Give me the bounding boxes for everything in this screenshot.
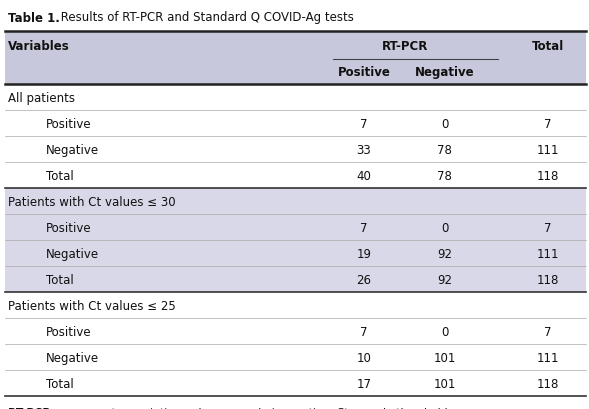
Text: 17: 17 [356, 377, 372, 389]
Text: Negative: Negative [46, 247, 99, 260]
Text: 118: 118 [537, 377, 559, 389]
Text: Patients with Ct values ≤ 25: Patients with Ct values ≤ 25 [8, 299, 176, 312]
Text: 78: 78 [437, 169, 452, 182]
Text: 7: 7 [544, 117, 551, 130]
Text: Positive: Positive [46, 117, 91, 130]
Bar [5, 32, 586, 85]
Text: Variables: Variables [8, 39, 70, 52]
Text: 10: 10 [356, 351, 372, 364]
Text: 7: 7 [360, 117, 368, 130]
Text: Total: Total [46, 273, 74, 286]
Text: Table 1.: Table 1. [8, 11, 59, 25]
Text: RT-PCR: RT-PCR [382, 39, 428, 52]
Text: 40: 40 [356, 169, 372, 182]
Text: All patients: All patients [8, 91, 75, 104]
Text: Positive: Positive [46, 325, 91, 338]
Text: 7: 7 [360, 221, 368, 234]
Text: 0: 0 [441, 325, 448, 338]
Text: 118: 118 [537, 169, 559, 182]
Text: 19: 19 [356, 247, 372, 260]
Text: Total: Total [46, 377, 74, 389]
Text: Negative: Negative [46, 143, 99, 156]
Text: 111: 111 [537, 143, 559, 156]
Text: 92: 92 [437, 273, 452, 286]
Text: 7: 7 [544, 221, 551, 234]
Text: 111: 111 [537, 351, 559, 364]
Text: 92: 92 [437, 247, 452, 260]
Text: Positive: Positive [46, 221, 91, 234]
Text: 78: 78 [437, 143, 452, 156]
Text: Patients with Ct values ≤ 30: Patients with Ct values ≤ 30 [8, 195, 176, 208]
Text: 118: 118 [537, 273, 559, 286]
Text: 7: 7 [544, 325, 551, 338]
Text: Total: Total [46, 169, 74, 182]
Text: 101: 101 [434, 377, 456, 389]
Text: RT-PCR: RT-PCR [8, 407, 51, 409]
Text: 26: 26 [356, 273, 372, 286]
Bar [5, 189, 586, 292]
Text: Negative: Negative [46, 351, 99, 364]
Text: = reverse transcription-polymerase chain reaction, Ct = cycle threshold.: = reverse transcription-polymerase chain… [51, 407, 451, 409]
Text: 101: 101 [434, 351, 456, 364]
Text: 111: 111 [537, 247, 559, 260]
Bar [5, 85, 586, 189]
Text: 0: 0 [441, 221, 448, 234]
Text: 7: 7 [360, 325, 368, 338]
Text: Positive: Positive [337, 66, 391, 79]
Text: Results of RT-PCR and Standard Q COVID-Ag tests: Results of RT-PCR and Standard Q COVID-A… [57, 11, 353, 25]
Text: Total: Total [532, 39, 564, 52]
Text: 33: 33 [356, 143, 372, 156]
Text: 0: 0 [441, 117, 448, 130]
Bar [5, 292, 586, 396]
Text: Negative: Negative [415, 66, 475, 79]
